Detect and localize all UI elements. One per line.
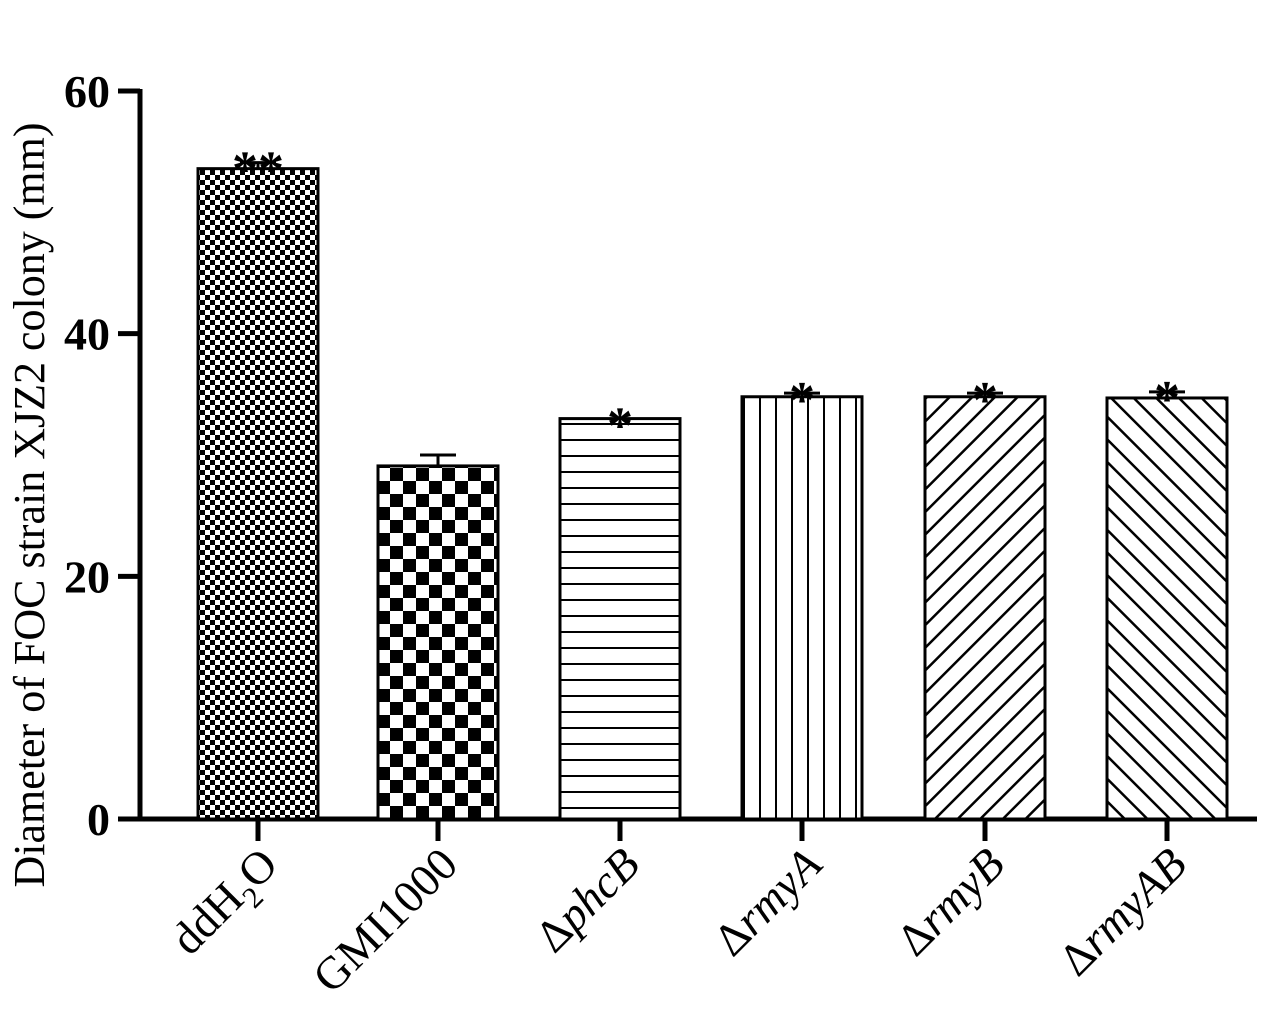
y-tick-label: 60 — [64, 66, 110, 117]
bar-phcb — [558, 417, 682, 821]
significance-marker: * — [789, 372, 815, 429]
bar-gmi1000 — [376, 464, 500, 821]
bar-rmyb — [923, 395, 1047, 821]
significance-marker: ** — [232, 142, 284, 199]
axes — [118, 88, 1257, 841]
bar-rmyab — [1105, 396, 1229, 821]
x-tick-label: ΔrmyA — [704, 837, 832, 965]
x-tick-label: ΔrmyAB — [1049, 838, 1196, 985]
x-tick-label: ΔrmyB — [887, 838, 1014, 965]
y-tick-label: 40 — [64, 309, 110, 360]
significance-marker: * — [972, 372, 998, 429]
significance-marker: * — [1154, 371, 1180, 428]
y-axis-label: Diameter of FOC strain XJZ2 colony (mm) — [5, 123, 54, 888]
bars-group — [196, 161, 1229, 821]
x-tick-label: ddH2O — [161, 838, 294, 971]
significance-marker: * — [607, 398, 633, 455]
x-tick-label: ΔphcB — [525, 838, 649, 962]
y-tick-label: 0 — [87, 794, 110, 845]
bar-rmya — [740, 395, 864, 821]
y-tick-label: 20 — [64, 551, 110, 602]
bar-ddh — [196, 167, 320, 821]
x-tick-label: GMI1000 — [303, 838, 467, 1002]
